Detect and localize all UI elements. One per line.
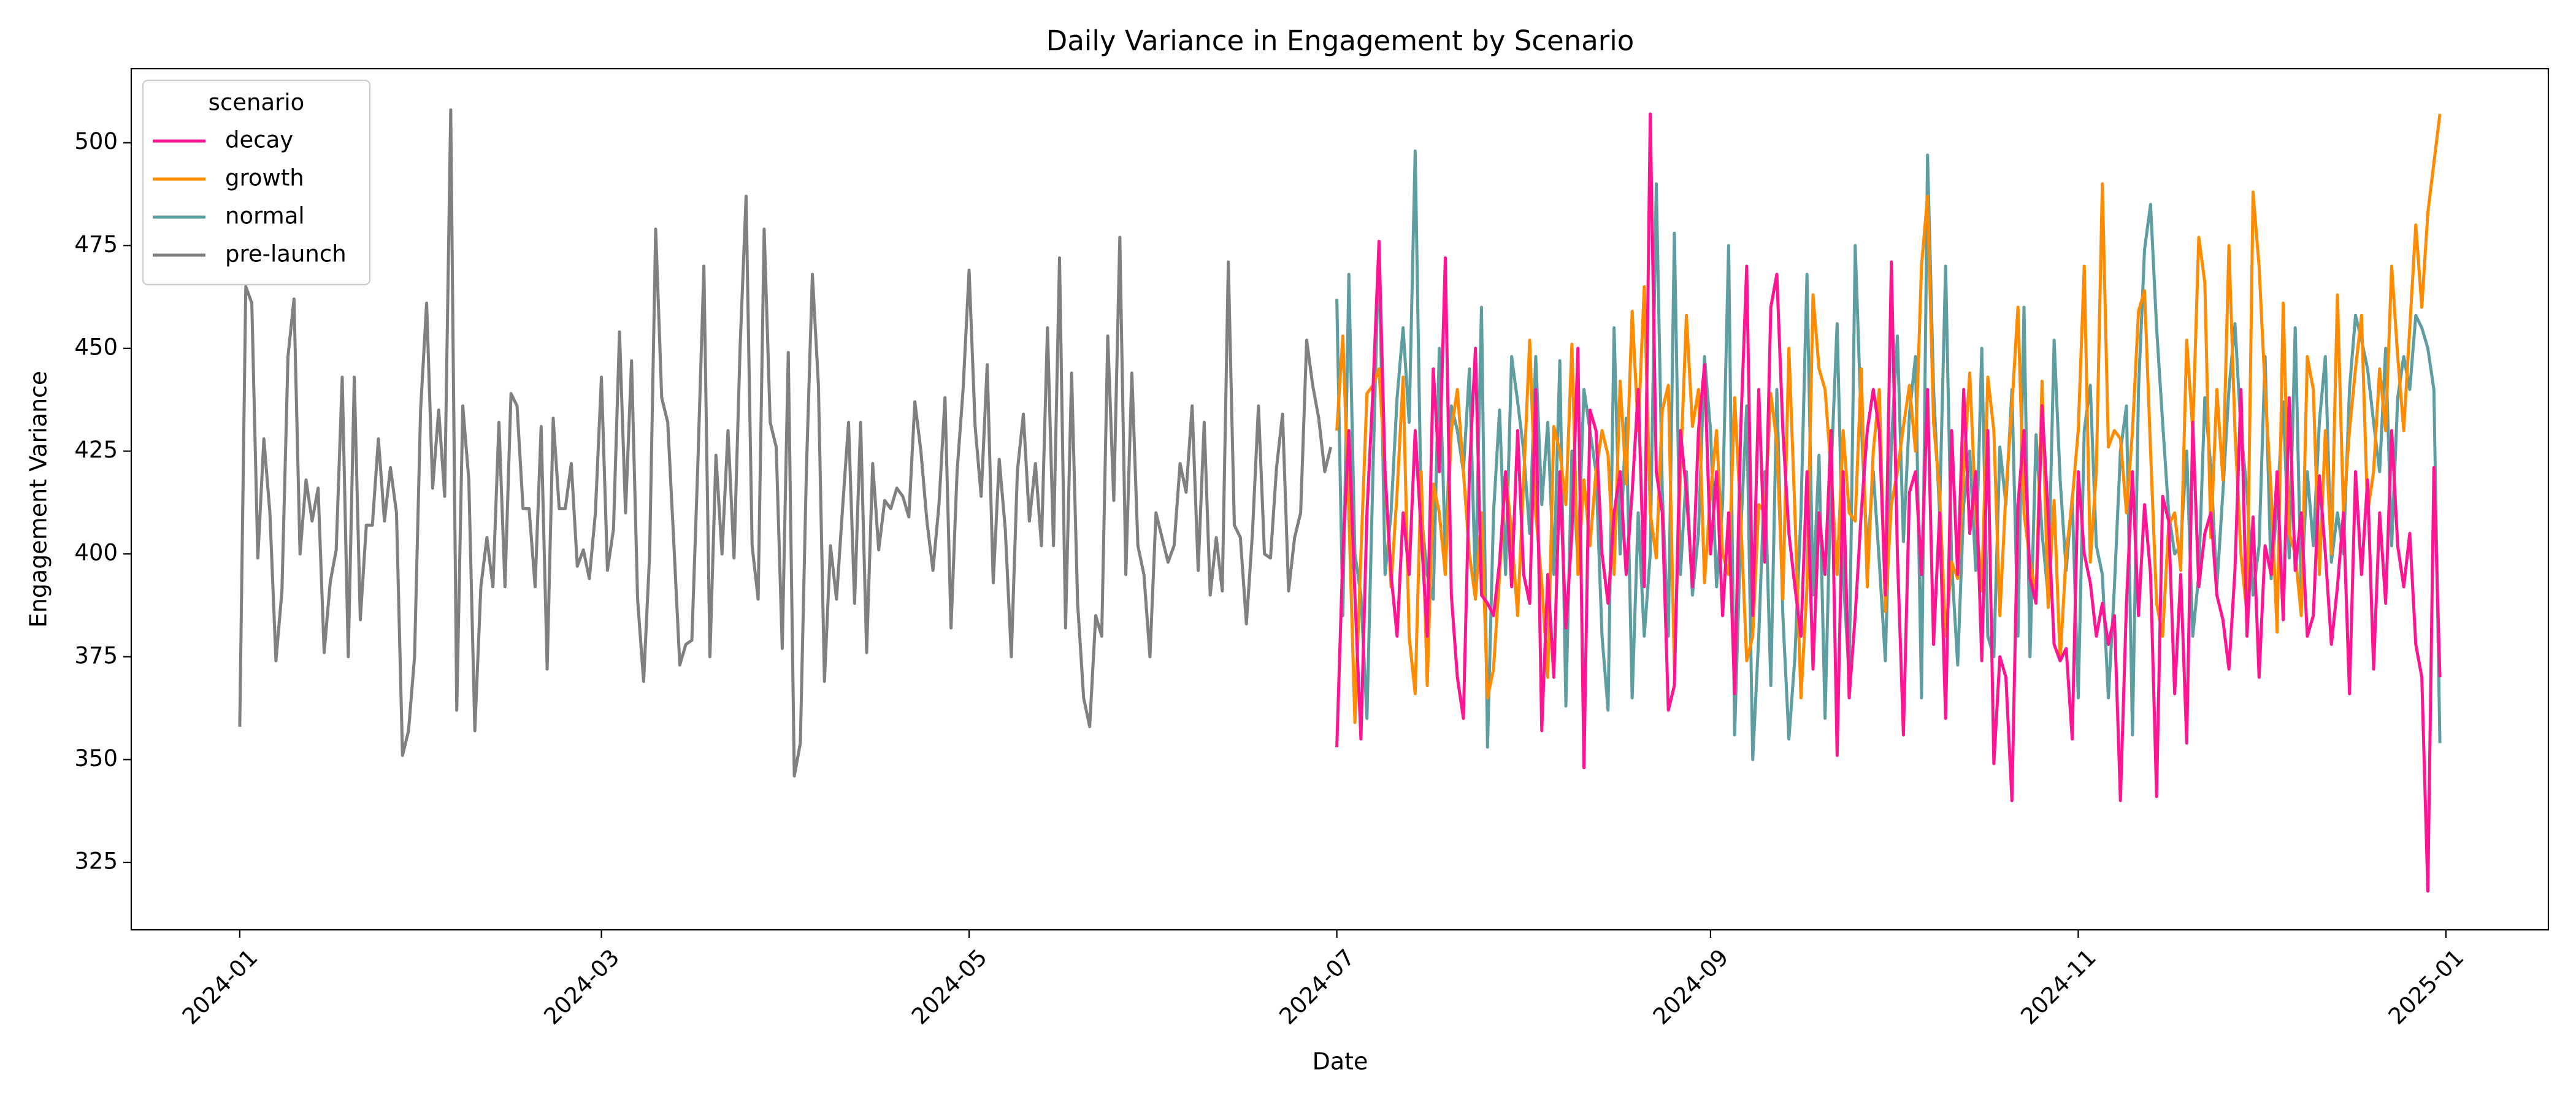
legend-label: decay: [225, 127, 293, 153]
y-tick-label: 425: [74, 437, 118, 463]
chart-title: Daily Variance in Engagement by Scenario: [1046, 25, 1635, 57]
y-tick-label: 325: [74, 848, 118, 875]
plot-area: [238, 108, 2442, 893]
y-tick-label: 475: [74, 231, 118, 258]
legend-box: [142, 79, 371, 286]
legend-label: normal: [225, 203, 305, 229]
series-line: [1335, 113, 2442, 724]
legend-label: pre-launch: [225, 241, 347, 267]
x-axis-label: Date: [1313, 1048, 1368, 1075]
legend-label: growth: [225, 165, 304, 191]
y-axis-label: Engagement Variance: [25, 371, 52, 628]
legend: scenario decay growth normal pre-launch: [142, 79, 371, 286]
y-tick-label: 400: [74, 540, 118, 566]
y-tick-label: 450: [74, 334, 118, 360]
y-tick-label: 375: [74, 642, 118, 669]
series-line: [1335, 112, 2442, 893]
y-tick-label: 500: [74, 128, 118, 155]
series-line: [238, 108, 1333, 778]
legend-title: scenario: [209, 90, 305, 116]
y-tick-label: 350: [74, 745, 118, 772]
axes-frame: [130, 67, 2550, 931]
